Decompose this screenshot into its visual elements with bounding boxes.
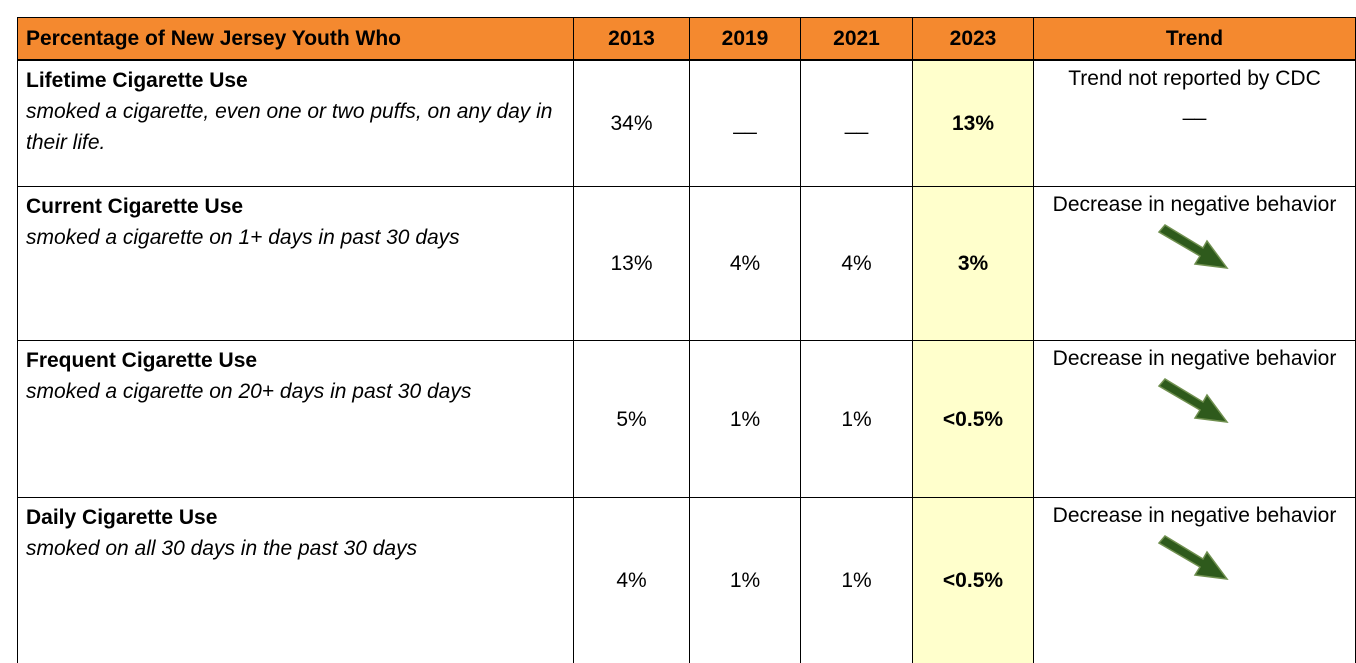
trend-text: Decrease in negative behavior	[1052, 347, 1337, 370]
value-cell: 1%	[689, 497, 800, 663]
value-cell: __	[800, 60, 912, 186]
row-title: Daily Cigarette Use	[26, 506, 218, 529]
row-label: Daily Cigarette Use smoked on all 30 days…	[17, 497, 573, 663]
row-title: Lifetime Cigarette Use	[26, 69, 248, 92]
value-cell: 3%	[912, 186, 1033, 340]
header-cell: Trend	[1033, 17, 1356, 60]
value-cell: 13%	[912, 60, 1033, 186]
value-cell: <0.5%	[912, 497, 1033, 663]
header-cell: 2021	[800, 17, 912, 60]
trend-arrow	[1157, 224, 1229, 269]
header-cell: 2023	[912, 17, 1033, 60]
row-description: smoked on all 30 days in the past 30 day…	[26, 537, 418, 560]
trend-note: __	[1182, 98, 1207, 121]
value-cell: 4%	[573, 497, 689, 663]
trend-text: Decrease in negative behavior	[1052, 193, 1337, 216]
header-cell: 2019	[689, 17, 800, 60]
row-label: Current Cigarette Use smoked a cigarette …	[17, 186, 573, 340]
trend-arrow	[1157, 378, 1229, 423]
row-description: smoked a cigarette, even one or two puff…	[26, 100, 553, 154]
value-cell: 5%	[573, 340, 689, 497]
value-cell: 1%	[689, 340, 800, 497]
trend-cell: Trend not reported by CDC __	[1033, 60, 1356, 186]
trend-cell: Decrease in negative behavior	[1033, 340, 1356, 497]
trend-arrow	[1157, 535, 1229, 580]
value-cell: 1%	[800, 340, 912, 497]
trend-cell: Decrease in negative behavior	[1033, 497, 1356, 663]
row-label: Frequent Cigarette Use smoked a cigarette…	[17, 340, 573, 497]
row-label: Lifetime Cigarette Use smoked a cigarette…	[17, 60, 573, 186]
row-description: smoked a cigarette on 1+ days in past 30…	[26, 226, 460, 249]
value-cell: 4%	[689, 186, 800, 340]
value-cell: 13%	[573, 186, 689, 340]
row-title: Frequent Cigarette Use	[26, 349, 258, 372]
row-title: Current Cigarette Use	[26, 195, 244, 218]
value-cell: 1%	[800, 497, 912, 663]
value-cell: <0.5%	[912, 340, 1033, 497]
header-cell: Percentage of New Jersey Youth Who	[17, 17, 573, 60]
value-cell: 34%	[573, 60, 689, 186]
row-description: smoked a cigarette on 20+ days in past 3…	[26, 380, 472, 403]
value-cell: __	[689, 60, 800, 186]
trend-cell: Decrease in negative behavior	[1033, 186, 1356, 340]
value-cell: 4%	[800, 186, 912, 340]
trend-text: Trend not reported by CDC	[1068, 67, 1321, 90]
header-cell: 2013	[573, 17, 689, 60]
trend-text: Decrease in negative behavior	[1052, 504, 1337, 527]
table: Percentage of New Jersey Youth Who 2013 …	[17, 17, 1356, 663]
